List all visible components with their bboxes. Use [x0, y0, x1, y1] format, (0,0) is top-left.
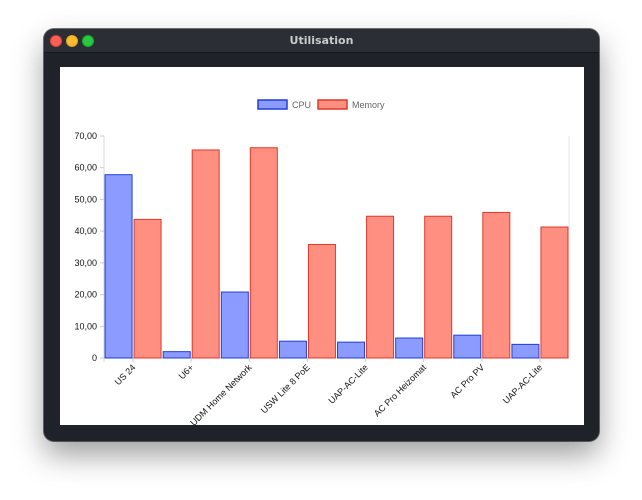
bar-memory[interactable]: [191, 149, 220, 359]
close-window-button[interactable]: [50, 35, 62, 47]
title-bar[interactable]: Utilisation: [44, 29, 599, 53]
app-window: Utilisation CPU Memory 0 10,00 20,00 30,00 40…: [44, 29, 599, 441]
y-tick-label: 60,00: [74, 163, 97, 173]
y-tick-label: 70,00: [74, 131, 97, 141]
bar-cpu[interactable]: [104, 174, 133, 359]
y-tick-label: 30,00: [74, 258, 97, 268]
minimize-window-button[interactable]: [66, 35, 78, 47]
x-tick-label: USW Lite 8 PoE: [259, 362, 312, 415]
chart-legend[interactable]: CPU Memory: [257, 99, 385, 110]
x-tick-label: UAP-AC-Lite: [501, 362, 544, 405]
y-tick-label: 20,00: [74, 290, 97, 300]
window-title: Utilisation: [289, 34, 354, 47]
bar-cpu[interactable]: [278, 340, 307, 359]
bar-memory[interactable]: [249, 147, 278, 359]
chart-panel: CPU Memory 0 10,00 20,00 30,00 40,00 50,00 60,0…: [60, 67, 584, 428]
bar-cpu[interactable]: [162, 351, 191, 359]
x-tick-label: U6+: [177, 362, 196, 381]
bar-memory[interactable]: [307, 243, 336, 359]
bar-memory[interactable]: [424, 215, 453, 359]
chart-bars: [104, 147, 569, 359]
legend-swatch-cpu[interactable]: [257, 99, 288, 110]
x-tick-label: AC Pro Heizomat: [372, 362, 429, 419]
bar-cpu[interactable]: [337, 341, 366, 359]
bar-memory[interactable]: [482, 211, 511, 359]
legend-label-memory[interactable]: Memory: [352, 100, 385, 110]
y-tick-label: 40,00: [74, 226, 97, 236]
bar-cpu[interactable]: [511, 343, 540, 359]
bar-cpu[interactable]: [220, 291, 249, 359]
bar-memory[interactable]: [540, 226, 569, 359]
y-tick-label: 50,00: [74, 194, 97, 204]
bar-cpu[interactable]: [453, 334, 482, 359]
y-tick-label: 0: [92, 353, 97, 363]
bar-cpu[interactable]: [395, 337, 424, 359]
x-tick-label: UDM Home Network: [188, 362, 254, 425]
maximize-window-button[interactable]: [82, 35, 94, 47]
bar-memory[interactable]: [366, 215, 395, 359]
x-tick-label: UAP-AC-Lite: [326, 362, 369, 405]
legend-swatch-memory[interactable]: [317, 99, 348, 110]
utilisation-bar-chart: CPU Memory 0 10,00 20,00 30,00 40,00 50,00 60,0…: [74, 99, 570, 428]
legend-label-cpu[interactable]: CPU: [292, 100, 311, 110]
bar-memory[interactable]: [133, 218, 162, 359]
x-tick-label: US 24: [113, 362, 138, 387]
x-tick-label: AC Pro PV: [448, 362, 486, 400]
y-tick-label: 10,00: [74, 321, 97, 331]
